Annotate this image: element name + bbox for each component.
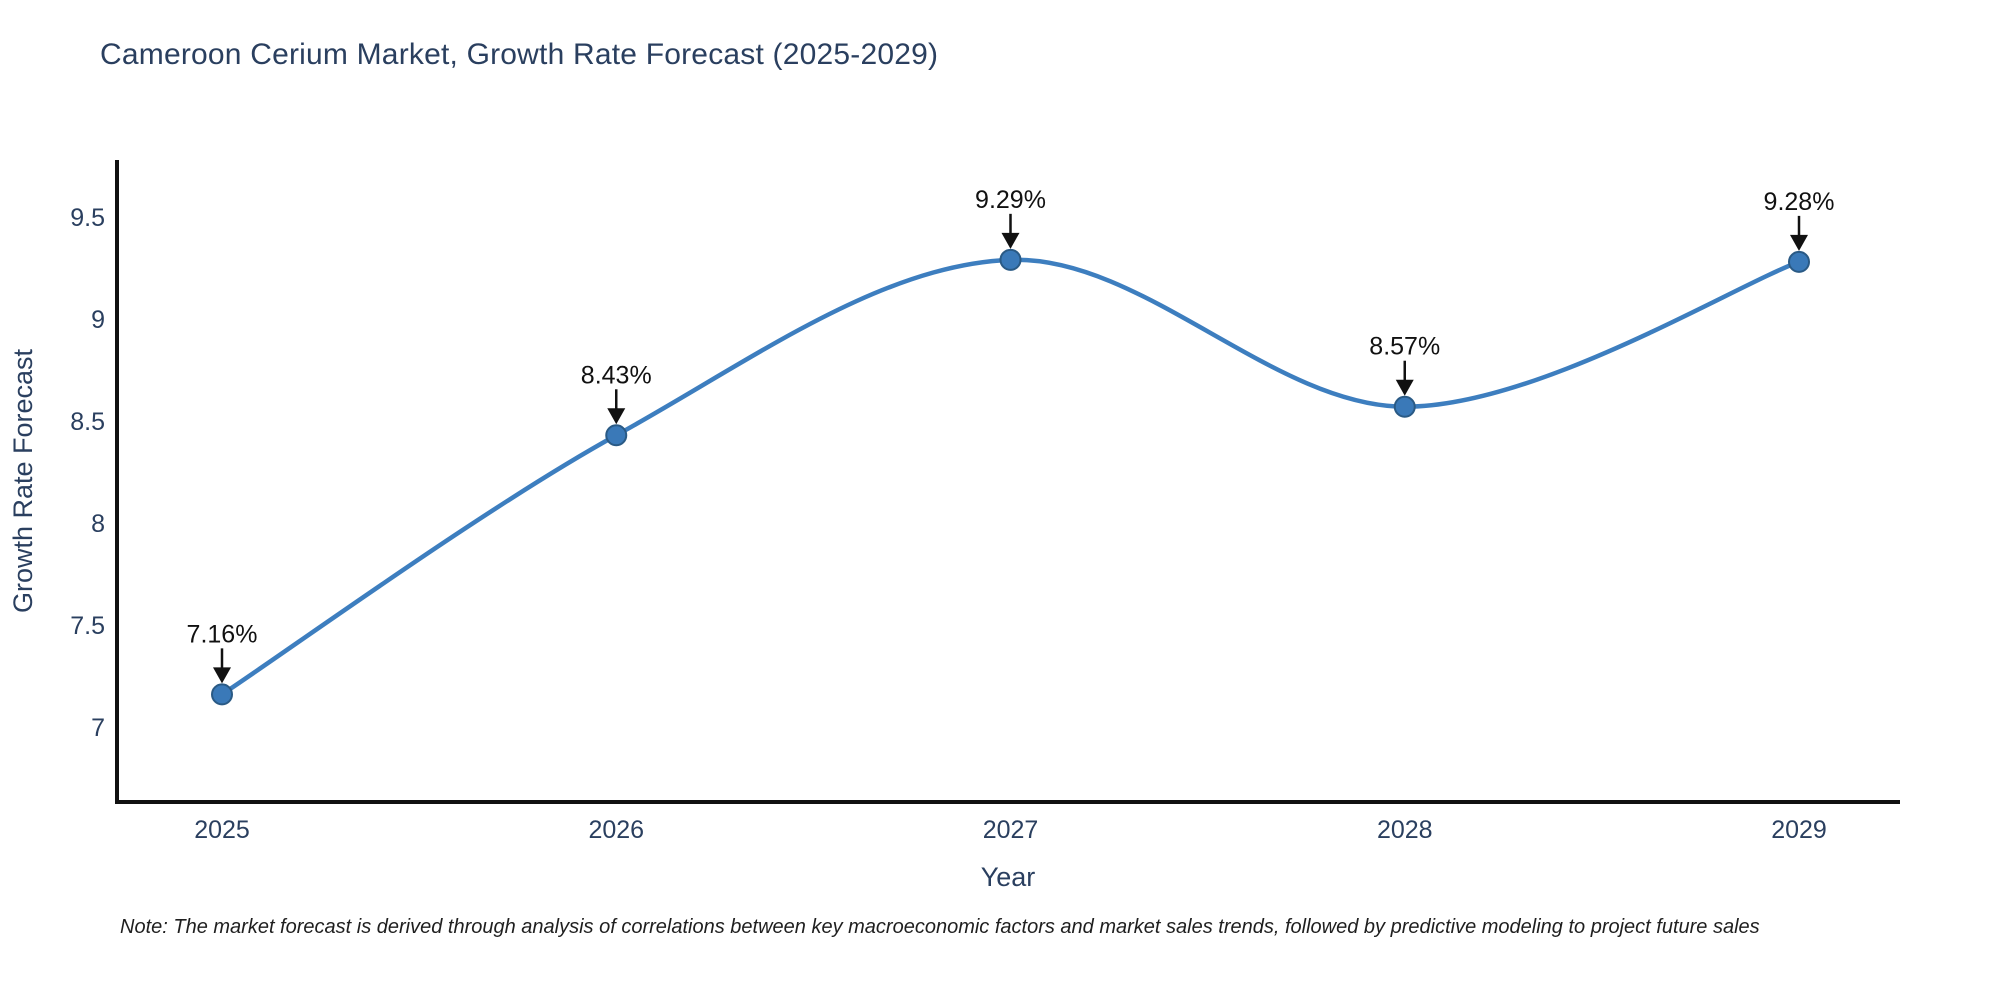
x-tick-label: 2029: [1771, 816, 1827, 844]
y-tick-label: 9.5: [70, 204, 105, 232]
trend-line: [219, 257, 1802, 697]
point-value-label: 9.29%: [975, 186, 1046, 214]
annotation-arrowhead-icon: [1001, 232, 1020, 249]
point-value-label: 7.16%: [187, 620, 258, 648]
point-annotations: 7.16% 8.43% 9.29% 8.57% 9.28%: [187, 186, 1835, 684]
y-tick-label: 9: [91, 306, 105, 334]
chart-title: Cameroon Cerium Market, Growth Rate Fore…: [100, 38, 939, 71]
x-axis-title: Year: [981, 862, 1036, 892]
x-axis-tick-labels: 2025 2026 2027 2028 2029: [194, 816, 1827, 844]
annotation-arrowhead-icon: [213, 667, 231, 684]
x-tick-label: 2027: [983, 816, 1039, 844]
data-point-marker: [1393, 395, 1416, 418]
y-tick-label: 8.5: [70, 408, 105, 436]
data-point-marker: [1788, 250, 1810, 273]
x-tick-label: 2028: [1377, 816, 1433, 844]
annotation-arrowhead-icon: [1790, 234, 1808, 251]
footnote: Note: The market forecast is derived thr…: [120, 916, 1760, 938]
y-axis-tick-labels: 7 7.5 8 8.5 9 9.5: [70, 204, 105, 742]
y-tick-label: 7.5: [70, 612, 105, 640]
point-value-label: 8.43%: [581, 361, 652, 389]
annotation-arrowhead-icon: [1395, 379, 1414, 396]
annotation-arrowhead-icon: [607, 408, 626, 425]
y-tick-label: 8: [91, 510, 105, 538]
data-points: [211, 248, 1810, 706]
x-tick-label: 2025: [194, 816, 250, 844]
x-tick-label: 2026: [588, 816, 644, 844]
point-value-label: 9.28%: [1764, 188, 1835, 216]
y-axis-title: Growth Rate Forecast: [8, 348, 38, 613]
data-point-marker: [211, 683, 233, 706]
data-point-marker: [605, 424, 628, 447]
y-tick-label: 7: [91, 714, 105, 742]
data-point-marker: [999, 248, 1022, 271]
point-value-label: 8.57%: [1369, 333, 1440, 361]
